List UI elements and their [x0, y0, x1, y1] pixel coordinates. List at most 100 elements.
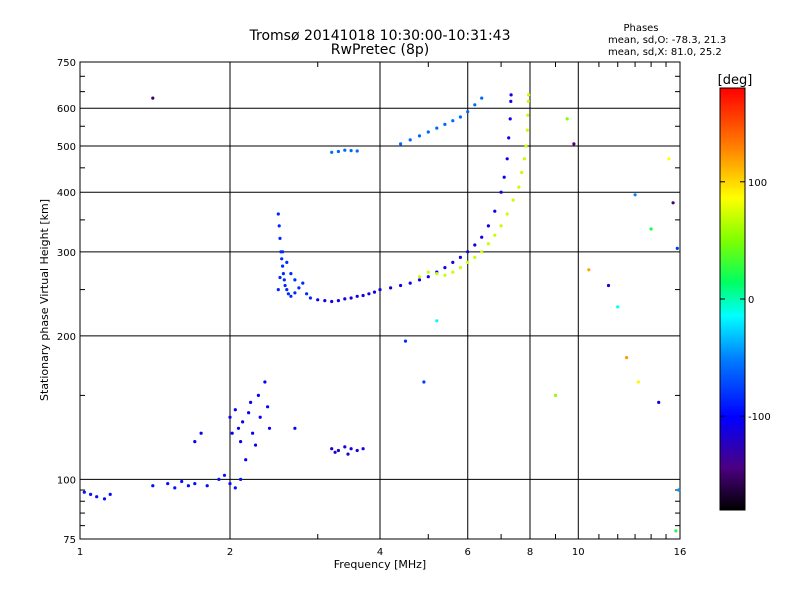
echo-point — [251, 431, 255, 435]
echo-point — [180, 479, 184, 484]
echo-point — [671, 201, 675, 205]
echo-point — [435, 126, 439, 130]
echo-point — [408, 281, 412, 285]
echo-point — [263, 380, 267, 384]
echo-point — [282, 278, 286, 282]
echo-point — [511, 198, 515, 202]
echo-point — [486, 242, 490, 246]
echo-point — [247, 411, 251, 415]
x-tick-label: 4 — [377, 547, 383, 558]
colorbar-tick-label: 100 — [748, 178, 767, 189]
echo-point — [343, 148, 347, 152]
echo-point — [507, 136, 511, 140]
chart-title: Tromsø 20141018 10:30:00-10:31:43 — [249, 28, 511, 44]
echo-point — [305, 292, 309, 296]
y-tick-label: 300 — [57, 248, 76, 259]
echo-point — [249, 400, 253, 404]
echo-point — [355, 448, 359, 453]
echo-points — [82, 93, 681, 533]
echo-point — [451, 119, 455, 123]
echo-point — [349, 447, 353, 451]
y-tick-label: 200 — [57, 332, 76, 343]
y-axis-ticks: 75 100 200 300 400 500 600 750 — [57, 58, 680, 546]
echo-point — [278, 236, 282, 240]
echo-point — [443, 122, 447, 126]
echo-point — [606, 283, 611, 288]
echo-point — [285, 288, 289, 292]
echo-point — [417, 134, 422, 138]
echo-point — [336, 149, 340, 154]
echo-point — [426, 275, 430, 279]
echo-point — [435, 272, 439, 276]
echo-point — [572, 142, 576, 146]
echo-point — [102, 497, 107, 501]
echo-point — [258, 415, 262, 419]
echo-point — [480, 235, 484, 239]
echo-point — [422, 380, 426, 384]
echo-point — [267, 426, 272, 430]
echo-point — [502, 175, 506, 179]
echo-point — [330, 299, 334, 304]
echo-point — [95, 495, 99, 499]
echo-point — [330, 150, 334, 154]
echo-point — [426, 130, 430, 134]
echo-point — [239, 477, 243, 481]
colorbar-label: [deg] — [718, 73, 753, 88]
echo-point — [222, 473, 227, 477]
echo-point — [316, 298, 320, 302]
echo-point — [233, 486, 237, 490]
colorbar-tick-label: 0 — [748, 295, 754, 306]
echo-point — [230, 431, 234, 435]
echo-point — [253, 443, 258, 447]
echo-point — [587, 268, 591, 272]
echo-point — [473, 103, 477, 107]
phases-stat-o: mean, sd,O: -78.3, 21.3 — [608, 35, 726, 46]
echo-point — [473, 255, 477, 259]
echo-point — [301, 281, 305, 285]
echo-point — [193, 440, 197, 444]
echo-point — [336, 299, 340, 303]
echo-point — [417, 278, 422, 282]
echo-point — [526, 113, 530, 117]
x-tick-label: 16 — [674, 547, 687, 558]
grid-lines — [80, 62, 680, 539]
echo-point — [244, 458, 248, 462]
echo-point — [151, 96, 155, 100]
echo-point — [466, 250, 470, 254]
echo-point — [525, 128, 529, 132]
echo-point — [633, 193, 637, 197]
echo-point — [667, 157, 671, 161]
echo-point — [473, 243, 477, 247]
echo-point — [285, 260, 289, 264]
echo-point — [228, 415, 232, 419]
echo-point — [451, 270, 455, 274]
echo-point — [256, 393, 260, 397]
colorbar-tick-label: -100 — [748, 412, 771, 423]
echo-point — [89, 492, 93, 496]
echo-point — [293, 291, 297, 295]
echo-point — [675, 246, 679, 250]
echo-point — [266, 405, 270, 409]
echo-point — [343, 445, 347, 449]
echo-point — [323, 299, 327, 303]
echo-point — [408, 138, 412, 142]
echo-point — [349, 149, 353, 153]
echo-point — [458, 115, 462, 119]
echo-point — [509, 99, 513, 103]
echo-point — [499, 224, 503, 228]
echo-point — [674, 529, 678, 533]
echo-point — [330, 447, 334, 451]
echo-point — [435, 319, 439, 323]
echo-point — [451, 260, 455, 264]
x-axis-ticks: 1 2 4 6 8 10 16 — [77, 62, 687, 558]
echo-point — [399, 283, 403, 288]
echo-point — [241, 420, 245, 424]
echo-point — [308, 296, 312, 300]
echo-point — [443, 273, 447, 277]
echo-point — [526, 99, 531, 103]
echo-point — [281, 272, 285, 276]
echo-point — [458, 266, 462, 270]
x-tick-label: 2 — [227, 547, 233, 558]
echo-point — [649, 227, 653, 231]
